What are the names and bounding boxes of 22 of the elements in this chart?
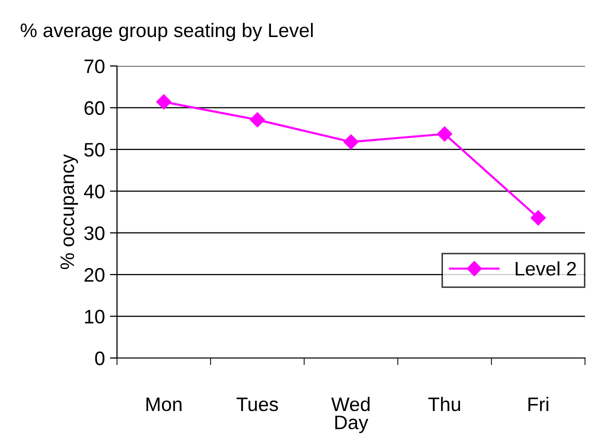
x-tick-label: Fri — [528, 396, 548, 411]
point — [250, 112, 265, 128]
y-tick-label: 50 — [84, 142, 104, 157]
point — [156, 94, 172, 110]
y-tick-label: 10 — [85, 310, 104, 324]
x-tick-label: Thu — [428, 396, 460, 412]
y-tick-label: 20 — [84, 268, 104, 282]
y-tick-label: 40 — [84, 184, 104, 198]
x-axis-title: Day — [335, 416, 368, 434]
legend-label: Level 2 — [516, 261, 576, 276]
x-tick-label: Tues — [236, 398, 278, 412]
point — [437, 126, 452, 142]
y-tick-label: 70 — [84, 59, 104, 74]
y-tick-label: 60 — [84, 101, 104, 115]
y-axis-title: % occupancy — [60, 154, 78, 270]
x-tick-label: Wed — [331, 396, 370, 412]
y-tick-label: 0 — [95, 351, 104, 366]
x-tick-label: Mon — [146, 398, 182, 412]
chart-title: % average group seating by Level — [20, 22, 313, 42]
point — [530, 210, 546, 226]
point — [343, 134, 359, 150]
y-tick-label: 30 — [84, 226, 104, 240]
